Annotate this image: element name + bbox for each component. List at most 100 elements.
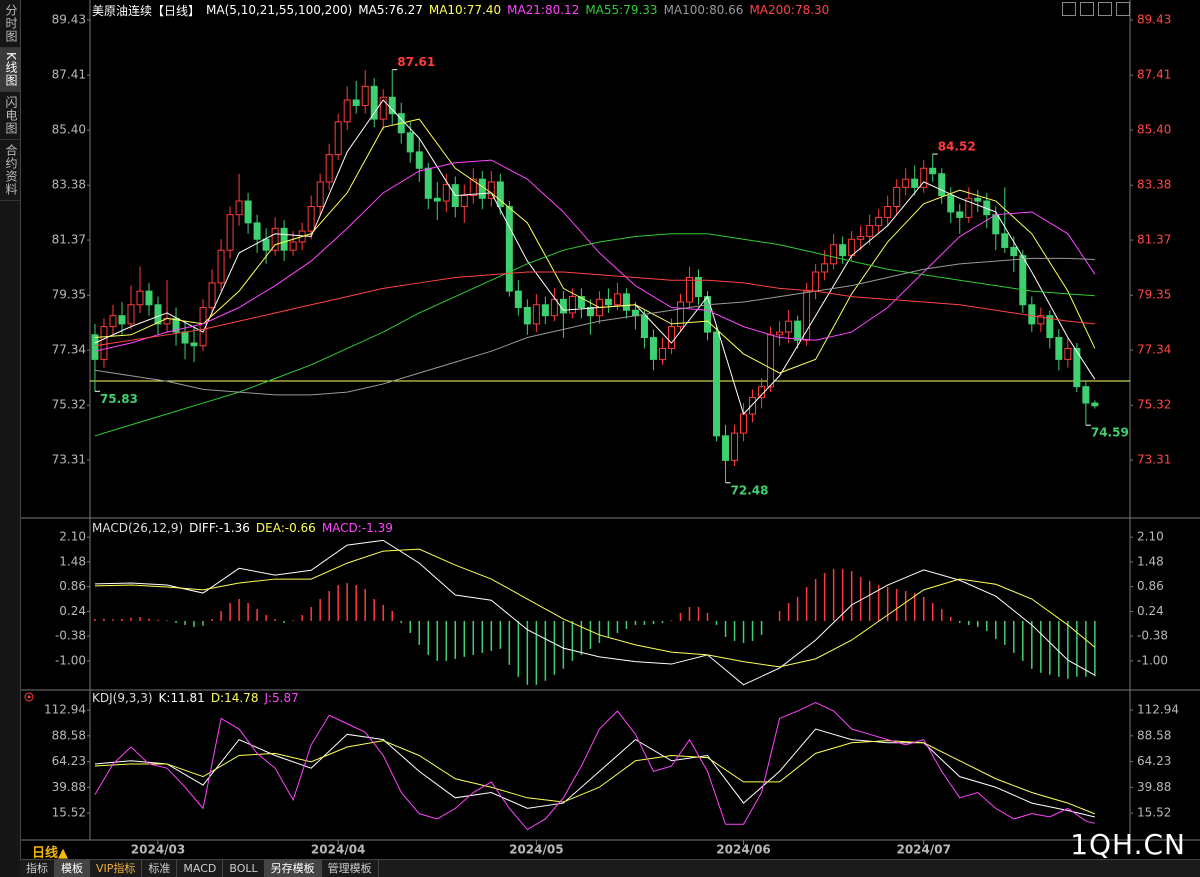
candle-body: [370, 85, 378, 120]
watermark: 1QH.CN: [1070, 828, 1186, 861]
candle-body: [866, 225, 874, 238]
panel-header: 美原油连续【日线】 MA(5,10,21,55,100,200) MA5:76.27…: [92, 2, 829, 18]
y-tick-label: 79.35: [1137, 288, 1171, 302]
extreme-label: 74.59: [1091, 426, 1129, 440]
candle-body: [911, 178, 919, 188]
y-tick-label: 73.31: [1137, 453, 1171, 467]
tab[interactable]: 指标: [20, 860, 55, 877]
sidebar-tab[interactable]: K线图: [0, 48, 20, 92]
extreme-label: 87.61: [397, 55, 435, 69]
candle-body: [731, 432, 739, 461]
candle-body: [658, 347, 666, 360]
candle-body: [253, 222, 261, 240]
panel-title: KDJ(9,3,3): [92, 691, 153, 705]
panel-title: 美原油连续【日线】: [92, 3, 201, 18]
legend-entry: D:14.78: [210, 691, 259, 705]
icon[interactable]: [1116, 2, 1130, 16]
panel-header: KDJ(9,3,3) K:11.81 D:14.78 J:5.87: [92, 690, 299, 706]
candle-body: [361, 85, 369, 106]
candle-body: [803, 290, 811, 341]
y-tick-label: 2.10: [1137, 530, 1164, 544]
icon[interactable]: [1080, 2, 1094, 16]
candle-body: [740, 413, 748, 434]
candle-body: [938, 173, 946, 197]
candle-body: [550, 298, 558, 317]
candle-body: [667, 326, 675, 349]
candle-body: [271, 227, 279, 251]
candle-body: [794, 320, 802, 341]
candle-body: [145, 290, 153, 306]
y-tick-label: 39.88: [1137, 780, 1171, 794]
indicator-line: [94, 257, 1095, 396]
candle-body: [352, 99, 360, 106]
sidebar-tab[interactable]: 合约资料: [0, 140, 20, 201]
candle-body: [776, 331, 784, 336]
indicator-line: [94, 548, 1096, 668]
candle-body: [100, 326, 108, 360]
candle-body: [649, 337, 657, 360]
x-tick-label: 2024/03: [131, 843, 185, 857]
tab[interactable]: VIP指标: [90, 860, 143, 877]
candle-body: [992, 214, 1000, 235]
y-tick-label: 39.88: [52, 780, 86, 794]
y-tick-label: 87.41: [1137, 68, 1171, 82]
legend-entry: MA200:78.30: [749, 3, 830, 17]
y-tick-label: -1.00: [1137, 653, 1168, 667]
candle-body: [244, 200, 252, 224]
tab[interactable]: BOLL: [223, 860, 265, 877]
legend-entry: J:5.87: [264, 691, 299, 705]
candle-body: [965, 197, 973, 218]
y-tick-label: 77.34: [52, 343, 86, 357]
y-tick-label: 1.48: [59, 554, 86, 568]
y-tick-label: 85.40: [1137, 123, 1171, 137]
indicator-line: [94, 118, 1096, 374]
y-tick-label: 77.34: [1137, 343, 1171, 357]
y-tick-label: -0.38: [1137, 629, 1168, 643]
candle-body: [118, 315, 126, 325]
y-tick-label: 0.24: [1137, 604, 1164, 618]
candle-body: [532, 304, 540, 325]
candle-body: [785, 320, 793, 333]
candle-body: [902, 178, 910, 188]
candle-body: [487, 181, 495, 199]
candle-body: [496, 181, 504, 207]
tab[interactable]: 另存模板: [264, 860, 322, 877]
candle-body: [379, 96, 387, 120]
sidebar-tab[interactable]: 闪电图: [0, 92, 20, 140]
candle-body: [695, 276, 703, 298]
candle-body: [190, 342, 198, 347]
candle-body: [334, 121, 342, 156]
extreme-label: 84.52: [938, 140, 976, 154]
legend-entry: MACD:-1.39: [321, 521, 393, 535]
icon[interactable]: [1062, 2, 1076, 16]
tab[interactable]: MACD: [177, 860, 224, 877]
sidebar-tab[interactable]: 分时图: [0, 0, 20, 48]
tab[interactable]: 模板: [55, 860, 90, 877]
candle-body: [1028, 304, 1036, 325]
candle-body: [433, 197, 441, 202]
candle-body: [722, 435, 730, 461]
candle-body: [172, 317, 180, 333]
candle-body: [676, 301, 684, 328]
y-tick-label: 2.10: [59, 530, 86, 544]
candle-body: [388, 96, 396, 115]
tab[interactable]: 标准: [142, 860, 178, 877]
candle-body: [622, 293, 630, 311]
candle-body: [154, 304, 162, 325]
icon[interactable]: [1098, 2, 1112, 16]
indicator-line: [94, 740, 1096, 815]
candle-body: [929, 167, 937, 175]
period-label[interactable]: 日线▲: [32, 846, 68, 861]
candle-body: [127, 304, 135, 325]
y-tick-label: 83.38: [52, 178, 86, 192]
candle-body: [767, 334, 775, 388]
candle-body: [947, 195, 955, 213]
candle-body: [830, 244, 838, 265]
candle-body: [875, 216, 883, 227]
tab-bar: 指标 模板 VIP指标 标准 MACD BOLL 另存模板 管理模板: [20, 859, 1200, 877]
tab[interactable]: 管理模板: [322, 860, 379, 877]
candle-body: [559, 298, 567, 314]
panel-icon: [24, 692, 34, 702]
